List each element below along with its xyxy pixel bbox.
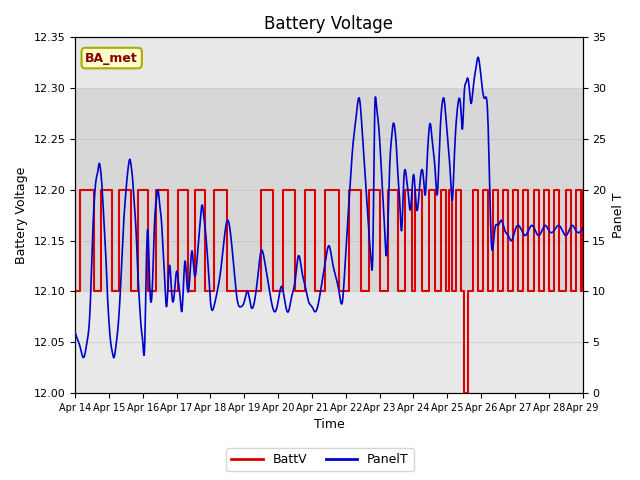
Bar: [75, 291, 582, 393]
Legend: BattV, PanelT: BattV, PanelT: [227, 448, 413, 471]
Text: BA_met: BA_met: [85, 51, 138, 65]
Title: Battery Voltage: Battery Voltage: [264, 15, 394, 33]
Bar: [75, 88, 582, 291]
Y-axis label: Panel T: Panel T: [612, 192, 625, 238]
X-axis label: Time: Time: [314, 419, 344, 432]
Y-axis label: Battery Voltage: Battery Voltage: [15, 167, 28, 264]
Bar: [75, 37, 582, 88]
